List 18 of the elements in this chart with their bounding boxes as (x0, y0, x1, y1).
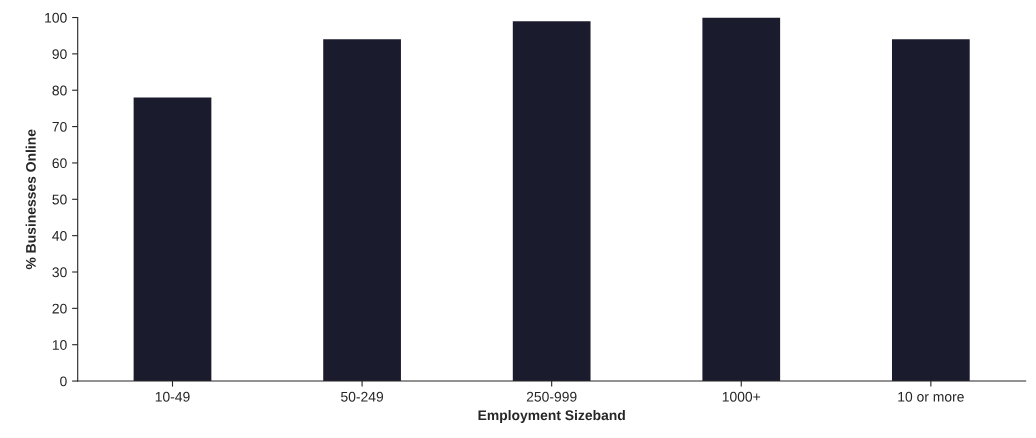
y-axis-title: % Businesses Online (25, 129, 36, 270)
y-tick-label: 70 (52, 121, 67, 132)
y-tick-label: 40 (52, 230, 67, 241)
x-axis-title: Employment Sizeband (478, 409, 625, 423)
y-tick-label: 100 (45, 12, 67, 23)
y-tick-label: 30 (52, 267, 67, 278)
y-tick-label: 90 (52, 49, 67, 60)
x-tick-label: 50-249 (341, 391, 384, 402)
y-tick-label: 0 (60, 376, 67, 387)
y-tick-label: 80 (52, 85, 67, 96)
x-tick-label: 10 or more (898, 391, 964, 402)
x-tick-label: 10-49 (155, 391, 190, 402)
y-tick-label: 50 (52, 194, 67, 205)
y-tick-label: 60 (52, 158, 67, 169)
x-tick-label: 250-999 (526, 391, 577, 402)
y-tick-label: 20 (52, 303, 67, 314)
y-tick-label: 10 (52, 340, 67, 350)
x-tick-label: 1000+ (722, 391, 761, 402)
